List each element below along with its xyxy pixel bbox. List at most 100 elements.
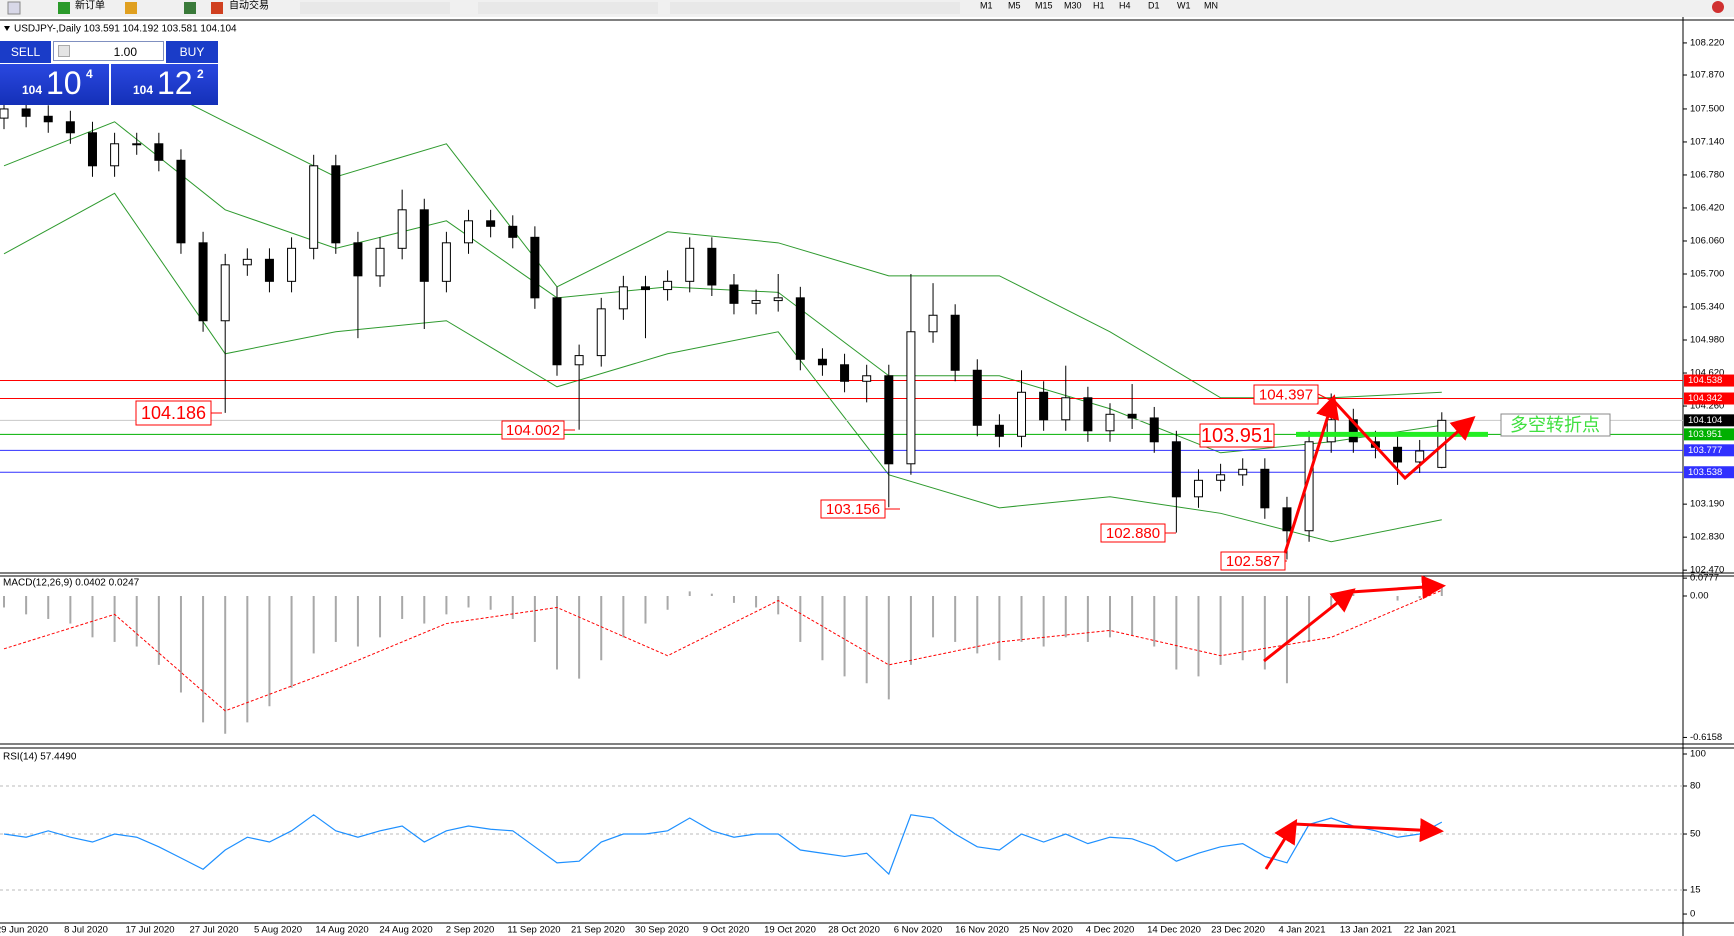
price-sup: 4 <box>86 67 93 81</box>
x-tick-label: 17 Jul 2020 <box>125 925 174 936</box>
candle-body <box>353 242 363 277</box>
candle-body <box>530 236 540 299</box>
y-tick-label: 106.420 <box>1690 202 1724 213</box>
y-tick-label: 102.830 <box>1690 532 1724 543</box>
rsi-title: RSI(14) 57.4490 <box>3 752 77 763</box>
candle-body <box>685 247 695 282</box>
timeframe-button[interactable]: M15 <box>1035 0 1053 10</box>
toolbar-icon[interactable] <box>211 2 223 14</box>
x-tick-label: 2 Sep 2020 <box>446 925 495 936</box>
trend-arrow <box>1293 818 1444 843</box>
y-tick-label: 106.060 <box>1690 235 1724 246</box>
note-box <box>1500 413 1611 437</box>
x-tick-label: 29 Jun 2020 <box>0 925 48 936</box>
level-label: 103.951 <box>1688 429 1722 440</box>
level-box <box>1684 374 1734 387</box>
candle-body <box>928 314 938 333</box>
candle-body <box>87 132 97 167</box>
candle-body <box>1415 450 1425 463</box>
toolbar-icons[interactable] <box>478 2 658 14</box>
timeframe-button[interactable]: H4 <box>1119 0 1131 10</box>
toolbar-button[interactable]: 新订单 <box>75 0 105 12</box>
toolbar-icon[interactable] <box>7 1 21 15</box>
x-tick-label: 4 Jan 2021 <box>1278 925 1325 936</box>
y-tick-label: -0.6158 <box>1690 732 1722 743</box>
annotation-box <box>1199 423 1275 448</box>
level-label: 103.777 <box>1688 445 1722 456</box>
candle-body <box>264 258 274 282</box>
timeframe-button[interactable]: M1 <box>980 0 993 10</box>
timeframe-button[interactable]: MN <box>1204 0 1218 10</box>
x-tick-label: 27 Jul 2020 <box>189 925 238 936</box>
y-tick-label: 103.190 <box>1690 499 1724 510</box>
alert-icon[interactable] <box>1712 1 1724 13</box>
candle-body <box>21 108 31 117</box>
annotation-box <box>1100 523 1166 543</box>
candle-body <box>110 143 120 167</box>
candle-body <box>1017 391 1027 437</box>
candle-body <box>884 375 894 465</box>
candle-body <box>795 297 805 360</box>
toolbar-icon[interactable] <box>58 2 70 14</box>
buy-button[interactable]: BUY <box>166 41 218 63</box>
trend-arrow <box>1283 394 1340 554</box>
timeframe-button[interactable]: M5 <box>1008 0 1021 10</box>
y-tick-label: 0 <box>1690 909 1695 920</box>
lot-input[interactable]: 1.00 <box>53 41 164 61</box>
sell-price[interactable]: 104 10 4 <box>0 64 109 105</box>
candle-body <box>1039 391 1049 421</box>
annotation-label: 102.587 <box>1226 553 1280 570</box>
x-tick-label: 11 Sep 2020 <box>507 925 560 936</box>
lot-value: 1.00 <box>113 45 137 59</box>
x-tick-label: 4 Dec 2020 <box>1086 925 1135 936</box>
price-small: 104 <box>22 83 43 97</box>
annotation-box <box>501 420 565 440</box>
one-click-trading: SELL 1.00 BUY 104 10 4 104 12 2 <box>0 41 218 105</box>
toolbar-icon[interactable] <box>125 2 137 14</box>
timeframe-button[interactable]: D1 <box>1148 0 1160 10</box>
annotation-leader <box>1317 393 1331 401</box>
timeframe-button[interactable]: M30 <box>1064 0 1082 10</box>
candle-body <box>419 209 429 282</box>
y-tick-label: 106.780 <box>1690 169 1724 180</box>
y-tick-label: 100 <box>1690 749 1706 760</box>
annotation-label: 104.002 <box>506 422 560 439</box>
candle-body <box>1216 474 1226 481</box>
bollinger-upper <box>3 44 1442 399</box>
x-tick-label: 14 Dec 2020 <box>1147 925 1201 936</box>
sell-button[interactable]: SELL <box>0 41 51 63</box>
candle-body <box>1083 397 1093 432</box>
chart-title: USDJPY-,Daily 103.591 104.192 103.581 10… <box>14 24 237 35</box>
candle-body <box>817 358 827 366</box>
x-tick-label: 19 Oct 2020 <box>764 925 816 936</box>
y-tick-label: 107.870 <box>1690 70 1724 81</box>
y-tick-label: 50 <box>1690 829 1701 840</box>
level-box <box>1684 444 1734 457</box>
toolbar-icons[interactable] <box>300 2 450 14</box>
x-tick-label: 6 Nov 2020 <box>894 925 943 936</box>
candle-body <box>840 364 850 382</box>
x-tick-label: 25 Nov 2020 <box>1019 925 1073 936</box>
timeframe-button[interactable]: H1 <box>1093 0 1105 10</box>
candle-body <box>574 355 584 366</box>
lot-arrow[interactable] <box>58 45 70 57</box>
chart-icon <box>4 26 10 31</box>
toolbar-button[interactable]: 自动交易 <box>229 0 269 12</box>
candle-body <box>729 284 739 304</box>
timeframe-button[interactable]: W1 <box>1177 0 1191 10</box>
candle-body <box>707 247 717 286</box>
y-tick-label: 104.980 <box>1690 335 1724 346</box>
trend-arrow <box>1350 575 1446 600</box>
x-tick-label: 28 Oct 2020 <box>828 925 880 936</box>
candle-body <box>375 247 385 277</box>
candle-body <box>640 286 650 291</box>
y-tick-label: 104.260 <box>1690 401 1724 412</box>
candle-body <box>1171 441 1181 498</box>
candle-body <box>618 286 628 310</box>
candle-body <box>596 308 606 357</box>
toolbar-icon[interactable] <box>184 2 196 14</box>
buy-price[interactable]: 104 12 2 <box>111 64 218 105</box>
toolbar-icons[interactable] <box>670 2 960 14</box>
candle-body <box>0 108 9 119</box>
